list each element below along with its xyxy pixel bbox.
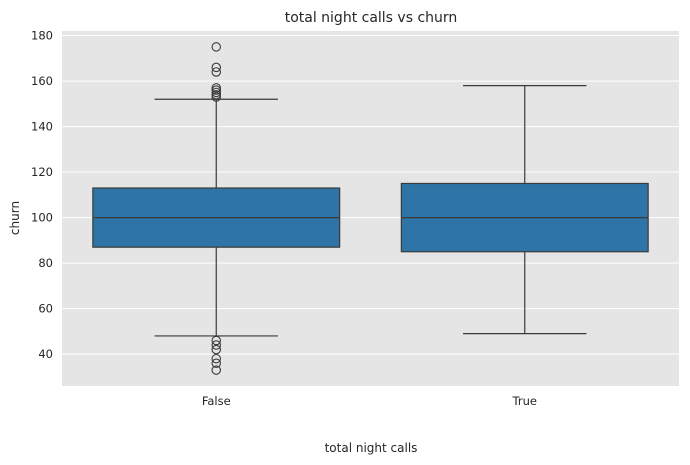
y-tick-label: 80 <box>38 256 53 270</box>
outlier-point <box>211 344 222 355</box>
y-tick-label: 160 <box>31 74 53 88</box>
outlier-point <box>211 85 222 95</box>
x-tick-label-true: True <box>512 394 537 408</box>
y-tick-label: 40 <box>38 347 53 361</box>
box-false <box>92 42 341 375</box>
outlier-point <box>211 92 222 102</box>
y-axis-label: churn <box>8 201 22 235</box>
outlier-point <box>211 365 222 375</box>
outlier-point <box>211 83 222 93</box>
boxes <box>92 42 649 375</box>
outlier-point <box>211 67 222 77</box>
y-tick-label: 140 <box>31 120 53 134</box>
y-tick-label: 100 <box>31 211 53 225</box>
outlier-point <box>211 87 222 98</box>
outlier-point <box>211 42 222 52</box>
outlier-point <box>211 340 222 350</box>
box-true <box>400 85 649 335</box>
outlier-point <box>211 335 222 346</box>
y-tick-label: 180 <box>31 29 53 43</box>
x-axis-label: total night calls <box>325 441 418 455</box>
outlier-point <box>211 353 222 364</box>
y-tick-label: 120 <box>31 165 53 179</box>
outlier-point <box>211 89 222 100</box>
x-axis-ticks: False True <box>202 394 537 408</box>
x-tick-label-false: False <box>202 394 231 408</box>
outlier-point <box>211 358 222 368</box>
y-axis-ticks: 40 60 80 100 120 140 160 180 <box>31 29 53 362</box>
y-tick-label: 60 <box>38 302 53 316</box>
chart-title: total night calls vs churn <box>285 10 458 26</box>
outlier-point <box>211 62 222 73</box>
